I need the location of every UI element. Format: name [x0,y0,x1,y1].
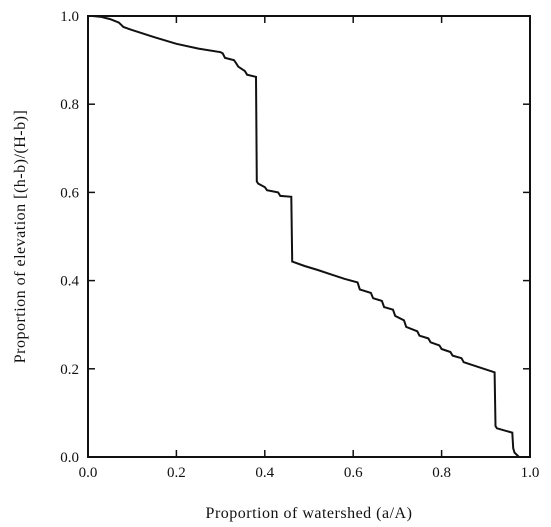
x-tick-label: 0.8 [432,465,451,481]
y-tick-label: 0.6 [60,185,79,201]
x-tick-label: 0.4 [255,465,274,481]
x-tick-label: 1.0 [521,465,540,481]
x-axis-title: Proportion of watershed (a/A) [206,505,413,522]
x-axis-ticks: 0.0 0.2 0.4 0.6 0.8 1.0 [79,16,540,481]
y-tick-label: 0.4 [60,274,79,290]
x-tick-label: 0.0 [79,465,98,481]
y-tick-label: 1.0 [60,9,79,25]
x-tick-label: 0.6 [344,465,363,481]
y-axis-title: Proportion of elevation [(h-b)/(H-b)] [12,110,29,364]
y-axis-ticks: 0.0 0.2 0.4 0.6 0.8 1.0 [60,9,530,466]
y-tick-label: 0.8 [60,97,79,113]
x-tick-label: 0.2 [167,465,186,481]
hypsometric-curve-line [88,15,520,458]
plot-frame [87,15,531,458]
y-tick-label: 0.0 [60,450,79,466]
y-tick-label: 0.2 [60,362,79,378]
